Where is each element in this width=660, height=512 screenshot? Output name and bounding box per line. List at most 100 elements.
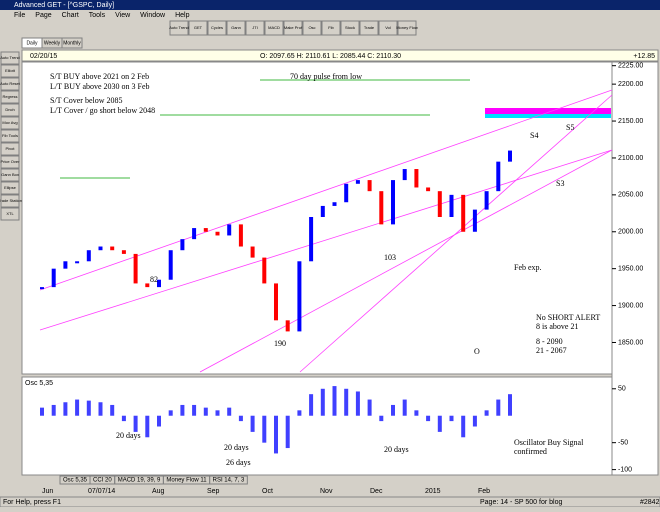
bar — [496, 399, 501, 416]
candle — [121, 250, 126, 254]
annotation: 103 — [384, 253, 396, 262]
side-button[interactable] — [0, 129, 20, 143]
bar — [227, 407, 232, 416]
toolbar-button[interactable] — [302, 20, 322, 36]
candle — [192, 228, 197, 240]
panel-tab[interactable]: Money Flow 11 — [166, 478, 207, 484]
candle — [180, 239, 185, 251]
candle — [391, 180, 395, 225]
side-button[interactable] — [0, 181, 20, 195]
candle — [472, 209, 477, 232]
candle — [484, 191, 489, 210]
candle — [133, 253, 138, 284]
panel-tab[interactable]: MACD 19, 39, 9 — [118, 478, 161, 484]
menu-item[interactable]: Help — [175, 12, 190, 19]
bar — [309, 394, 314, 416]
pulse-lines — [60, 79, 470, 179]
toolbar-label: Money Flow — [396, 25, 418, 30]
annotation: 20 days — [116, 431, 141, 440]
side-button[interactable] — [0, 51, 20, 65]
side-button[interactable] — [0, 116, 20, 130]
bar — [402, 399, 407, 416]
toolbar-button[interactable] — [359, 20, 379, 36]
candle — [355, 180, 360, 184]
toolbar-button[interactable] — [397, 20, 417, 36]
bar — [192, 404, 197, 416]
candle — [168, 250, 173, 280]
side-button[interactable] — [0, 194, 20, 208]
y-tick-label: 2200.00 — [618, 81, 643, 88]
toolbar-label: MACD — [268, 25, 280, 30]
toolbar-button[interactable] — [245, 20, 265, 36]
annotation: S4 — [530, 131, 538, 140]
toolbar-label: JTI — [252, 25, 258, 30]
annotation: 190 — [274, 339, 286, 348]
annotation: confirmed — [514, 447, 547, 456]
osc-title: Osc 5,35 — [25, 380, 53, 387]
panel-tab-frame[interactable] — [209, 475, 248, 485]
toolbar-button[interactable] — [226, 20, 246, 36]
side-label: Ellipse — [4, 185, 17, 190]
side-label: Auto Reset — [0, 81, 21, 86]
bar — [367, 399, 372, 416]
annotation: 20 days — [224, 443, 249, 452]
side-button[interactable] — [0, 103, 20, 117]
menu-item[interactable]: File — [14, 12, 25, 19]
toolbar-button[interactable] — [321, 20, 341, 36]
toolbar-label: Stock — [345, 25, 355, 30]
annotation: 26 days — [226, 458, 251, 467]
bar — [121, 415, 126, 422]
annotation: L/T Cover / go short below 2048 — [50, 106, 155, 115]
candle — [203, 228, 208, 232]
menu-item[interactable]: View — [115, 12, 131, 19]
x-tick-label: Dec — [370, 488, 383, 495]
menu-item[interactable]: Chart — [62, 12, 79, 19]
toolbar-label: Vol — [385, 25, 391, 30]
side-button[interactable] — [0, 168, 20, 182]
annotation: No SHORT ALERT — [536, 313, 600, 322]
toolbar-label: Cycles — [211, 25, 223, 30]
bar — [215, 410, 220, 416]
toolbar-button[interactable] — [340, 20, 360, 36]
bar — [297, 410, 302, 416]
y-tick-label: 2150.00 — [618, 118, 643, 125]
panel-tab[interactable]: Osc 5,35 — [63, 478, 88, 484]
menu-item[interactable]: Page — [35, 12, 51, 19]
side-button[interactable] — [0, 64, 20, 78]
side-label: Elliott — [5, 68, 16, 73]
side-label: Fib Tools — [2, 133, 18, 138]
side-label: Mov Avg — [2, 120, 17, 125]
toolbar-button[interactable] — [283, 20, 303, 36]
annotation: 8 - 2090 — [536, 337, 563, 346]
axis-panel — [611, 61, 659, 476]
toolbar-button[interactable] — [378, 20, 398, 36]
toolbar-label: Osc — [308, 25, 315, 30]
menu-item[interactable]: Window — [140, 12, 166, 19]
menu-item[interactable]: Tools — [89, 12, 106, 19]
panel-tab[interactable]: CCI 20 — [93, 478, 112, 484]
toolbar-button[interactable] — [264, 20, 284, 36]
toolbar-button[interactable] — [188, 20, 208, 36]
tab-label: Monthly — [63, 40, 81, 46]
bar — [472, 415, 477, 427]
status-id: #2842 — [640, 499, 660, 506]
y-tick-label: 2050.00 — [618, 192, 643, 199]
side-button[interactable] — [0, 77, 20, 91]
annotation: Oscillator Buy Signal — [514, 438, 584, 447]
bar — [484, 410, 489, 416]
candle — [414, 169, 419, 188]
toolbar-button[interactable] — [207, 20, 227, 36]
side-button[interactable] — [0, 142, 20, 156]
toolbar-button[interactable] — [169, 20, 189, 36]
annotation: O — [474, 347, 480, 356]
bar — [133, 415, 138, 432]
x-tick-label: Nov — [320, 488, 333, 495]
tab[interactable] — [61, 37, 83, 49]
side-button[interactable] — [0, 207, 20, 221]
side-button[interactable] — [0, 90, 20, 104]
bar — [157, 415, 161, 427]
candle — [40, 287, 44, 290]
side-button[interactable] — [0, 155, 20, 169]
panel-tab[interactable]: RSI 14, 7, 3 — [213, 478, 245, 484]
candle — [86, 250, 91, 262]
